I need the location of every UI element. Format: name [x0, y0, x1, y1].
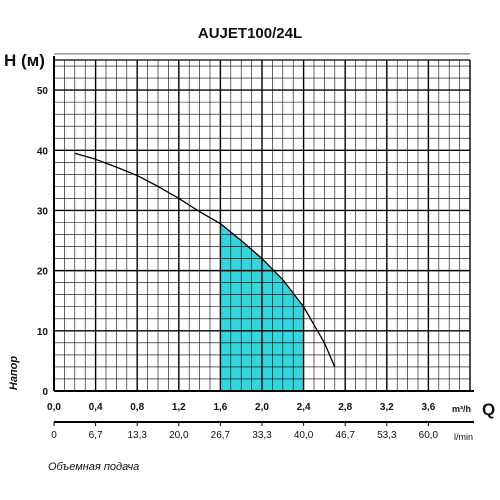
y-tick-label: 30 — [37, 206, 49, 217]
y-axis-label: Напор — [8, 356, 20, 391]
x-axis-letter: Q — [482, 400, 495, 419]
x-tick-label: 2,8 — [338, 402, 352, 413]
y-tick-label: 40 — [37, 146, 49, 157]
y-tick-label: 0 — [42, 387, 48, 398]
x-axis-bottom-label: Объемная подача — [48, 461, 139, 473]
y-tick-label: 50 — [37, 86, 49, 97]
x-tick-label: 0,8 — [130, 402, 144, 413]
x2-tick-label: 40,0 — [294, 430, 314, 441]
x-axis-unit: m³/h — [452, 404, 471, 414]
x2-tick-label: 53,3 — [377, 430, 397, 441]
x2-axis-unit: l/min — [454, 432, 473, 442]
y-tick-label: 10 — [37, 327, 49, 338]
x-tick-label: 3,2 — [380, 402, 394, 413]
x-tick-label: 2,0 — [255, 402, 269, 413]
x2-tick-label: 13,3 — [127, 430, 147, 441]
x-tick-label: 0,0 — [47, 402, 61, 413]
y-axis-letter: H (м) — [4, 51, 45, 70]
y-tick-label: 20 — [37, 267, 49, 278]
x-tick-label: 0,4 — [89, 402, 103, 413]
x-tick-label: 2,4 — [297, 402, 311, 413]
x2-tick-label: 26,7 — [211, 430, 231, 441]
x-tick-label: 1,6 — [213, 402, 227, 413]
x2-tick-label: 0 — [51, 430, 57, 441]
x2-tick-label: 20,0 — [169, 430, 189, 441]
pump-head-curve — [74, 152, 336, 368]
chart-title: AUJET100/24L — [198, 25, 302, 42]
x2-tick-label: 60,0 — [419, 430, 439, 441]
x-tick-label: 1,2 — [172, 402, 186, 413]
x2-tick-label: 33,3 — [252, 430, 272, 441]
x2-tick-label: 6,7 — [89, 430, 103, 441]
x-tick-label: 3,6 — [421, 402, 435, 413]
x2-tick-label: 46,7 — [335, 430, 355, 441]
